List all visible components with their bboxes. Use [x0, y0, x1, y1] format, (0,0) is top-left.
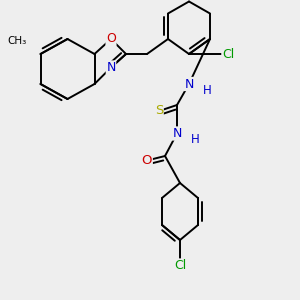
Text: S: S [155, 104, 163, 118]
Text: CH₃: CH₃ [7, 35, 26, 46]
Text: H: H [190, 133, 200, 146]
Text: O: O [106, 32, 116, 46]
Text: N: N [106, 61, 116, 74]
Text: H: H [202, 83, 211, 97]
Text: Cl: Cl [222, 47, 234, 61]
Text: Cl: Cl [174, 259, 186, 272]
Text: N: N [184, 77, 194, 91]
Text: N: N [172, 127, 182, 140]
Text: O: O [142, 154, 152, 167]
